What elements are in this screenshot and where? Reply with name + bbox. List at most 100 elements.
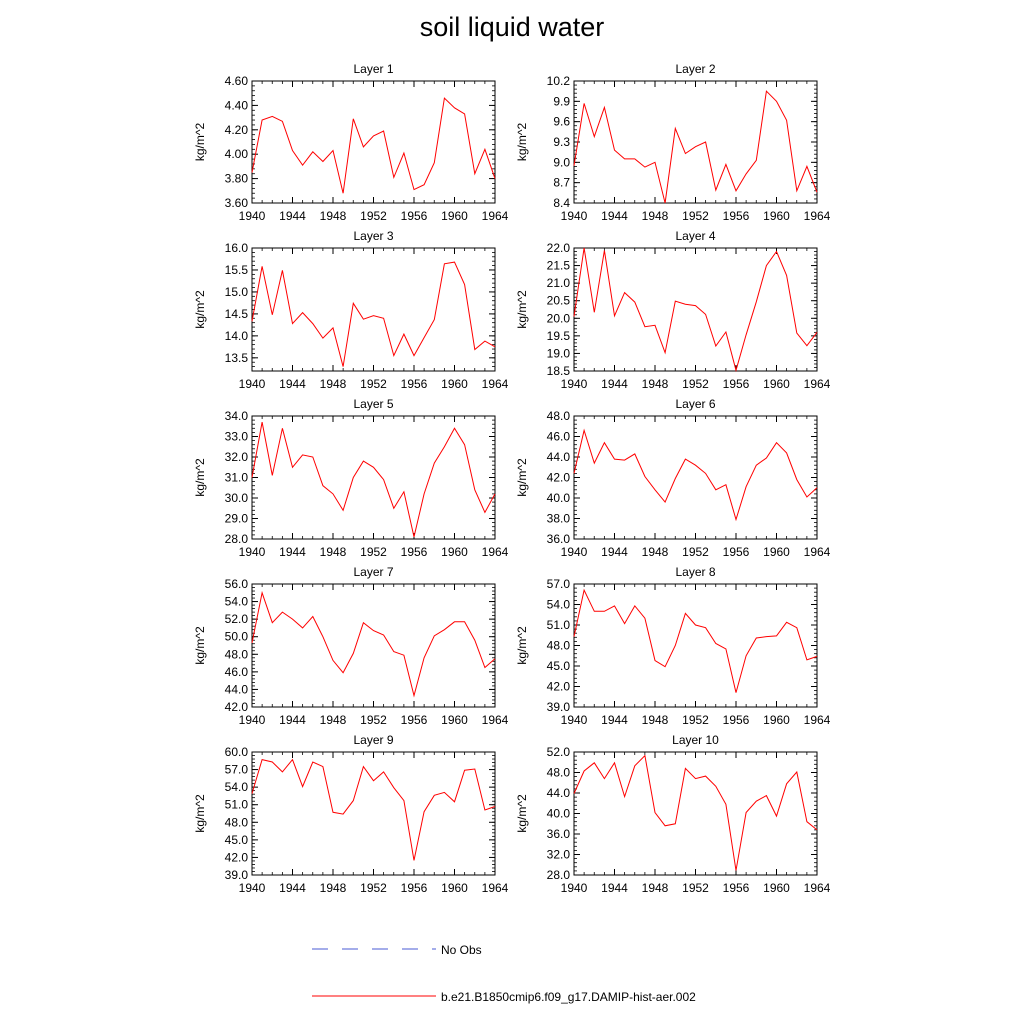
x-tick-label: 1948 [642, 713, 669, 727]
panel-title: Layer 4 [675, 229, 715, 243]
x-tick-label: 1944 [601, 713, 628, 727]
series-line [573, 754, 818, 871]
y-tick-label: 28.0 [547, 868, 571, 882]
y-tick-label: 21.0 [547, 276, 571, 290]
y-axis-label: kg/m^2 [193, 626, 207, 665]
x-tick-label: 1940 [561, 881, 588, 895]
plot-frame [573, 247, 818, 372]
y-tick-label: 8.4 [553, 196, 570, 210]
plot-frame [573, 80, 818, 204]
panel-layer-6: Layer 6 kg/m^2 36.0 38.0 40.0 42.0 44.0 46.0 48.… [515, 397, 831, 559]
x-tick-label: 1940 [239, 377, 266, 391]
panel-layer-2: Layer 2 kg/m^2 8.4 8.7 9.0 9.3 9.6 9.9 10.2 1940 1… [515, 62, 831, 223]
y-tick-label: 10.2 [547, 74, 571, 88]
x-tick-label: 1948 [642, 209, 669, 223]
legend: No Obs b.e21.B1850cmip6.f09_g17.DAMIP-his… [312, 943, 696, 1004]
y-tick-label: 8.7 [553, 176, 570, 190]
x-tick-label: 1948 [320, 713, 347, 727]
y-axis-label: kg/m^2 [515, 458, 529, 497]
y-tick-label: 60.0 [225, 745, 249, 759]
y-tick-label: 54.0 [547, 598, 571, 612]
panel-layer-5: Layer 5 kg/m^2 28.0 29.0 30.0 31.0 32.0 33.0 34.… [193, 397, 509, 559]
y-tick-label: 13.5 [225, 351, 249, 365]
x-tick-label: 1964 [482, 545, 509, 559]
x-tick-label: 1952 [682, 377, 709, 391]
plot-frame [573, 415, 818, 540]
y-axis-label: kg/m^2 [193, 458, 207, 497]
panel-title: Layer 6 [675, 397, 715, 411]
plot-frame [251, 247, 496, 372]
x-tick-label: 1944 [279, 713, 306, 727]
x-tick-label: 1964 [482, 377, 509, 391]
y-tick-label: 32.0 [547, 848, 571, 862]
y-tick-label: 15.5 [225, 263, 249, 277]
x-tick-label: 1964 [482, 209, 509, 223]
y-axis-label: kg/m^2 [515, 626, 529, 665]
x-tick-label: 1956 [723, 713, 750, 727]
panel-layer-3: Layer 3 kg/m^2 13.5 14.0 14.5 15.0 15.5 16.0 194… [193, 229, 509, 391]
y-tick-label: 42.0 [225, 700, 249, 714]
y-tick-label: 39.0 [225, 868, 249, 882]
y-axis-label: kg/m^2 [515, 794, 529, 833]
x-tick-label: 1952 [360, 545, 387, 559]
x-tick-label: 1960 [763, 209, 790, 223]
x-tick-label: 1956 [401, 881, 428, 895]
x-tick-label: 1940 [239, 209, 266, 223]
x-tick-label: 1952 [682, 713, 709, 727]
y-tick-label: 40.0 [547, 807, 571, 821]
y-tick-label: 15.0 [225, 285, 249, 299]
series-line [573, 90, 818, 204]
series-line [251, 261, 496, 367]
y-tick-label: 3.80 [225, 172, 249, 186]
plot-frame [251, 80, 496, 204]
y-tick-label: 21.5 [547, 259, 571, 273]
x-tick-label: 1948 [642, 377, 669, 391]
x-tick-label: 1960 [441, 209, 468, 223]
y-tick-label: 38.0 [547, 512, 571, 526]
x-tick-label: 1960 [763, 713, 790, 727]
x-tick-label: 1960 [763, 377, 790, 391]
y-tick-label: 9.9 [553, 94, 570, 108]
x-tick-label: 1940 [239, 713, 266, 727]
x-tick-label: 1964 [804, 713, 831, 727]
x-tick-label: 1964 [804, 209, 831, 223]
x-tick-label: 1948 [642, 881, 669, 895]
y-tick-label: 9.3 [553, 135, 570, 149]
y-tick-label: 14.5 [225, 307, 249, 321]
y-tick-label: 22.0 [547, 241, 571, 255]
x-tick-label: 1956 [401, 377, 428, 391]
y-tick-label: 42.0 [225, 850, 249, 864]
y-tick-label: 56.0 [225, 577, 249, 591]
y-tick-label: 54.0 [225, 595, 249, 609]
y-tick-label: 44.0 [547, 786, 571, 800]
y-tick-label: 44.0 [547, 450, 571, 464]
y-tick-label: 19.5 [547, 329, 571, 343]
y-tick-label: 3.60 [225, 196, 249, 210]
x-tick-label: 1956 [401, 209, 428, 223]
y-tick-label: 29.0 [225, 512, 249, 526]
y-tick-label: 48.0 [547, 409, 571, 423]
y-axis-label: kg/m^2 [193, 290, 207, 329]
x-tick-label: 1944 [601, 209, 628, 223]
y-tick-label: 50.0 [225, 630, 249, 644]
x-tick-label: 1956 [723, 545, 750, 559]
panel-layer-4: Layer 4 kg/m^2 18.5 19.0 19.5 20.0 20.5 21.0 21.… [515, 229, 831, 391]
x-tick-label: 1948 [320, 377, 347, 391]
x-tick-label: 1952 [682, 881, 709, 895]
y-tick-label: 31.0 [225, 471, 249, 485]
x-tick-label: 1964 [804, 377, 831, 391]
x-tick-label: 1956 [723, 881, 750, 895]
x-tick-label: 1940 [561, 713, 588, 727]
panel-title: Layer 2 [675, 62, 715, 76]
series-line [251, 590, 496, 698]
plot-frame [251, 751, 496, 876]
y-axis-label: kg/m^2 [193, 794, 207, 833]
y-tick-label: 9.6 [553, 115, 570, 129]
series-line [573, 588, 818, 693]
y-tick-label: 34.0 [225, 409, 249, 423]
y-tick-label: 32.0 [225, 450, 249, 464]
y-tick-label: 4.40 [225, 98, 249, 112]
y-tick-label: 4.20 [225, 123, 249, 137]
y-tick-label: 16.0 [225, 241, 249, 255]
